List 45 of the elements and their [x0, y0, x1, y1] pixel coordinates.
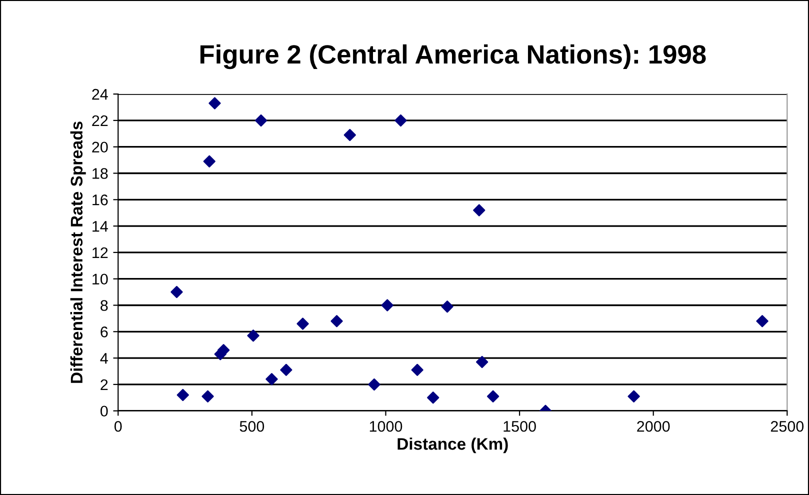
x-tick-label: 2500	[770, 420, 804, 432]
x-tick-label: 1500	[504, 420, 536, 432]
point	[441, 300, 454, 313]
point	[330, 315, 343, 328]
point	[411, 364, 424, 376]
y-tick-label: 6	[100, 326, 108, 338]
x-axis-title: Distance (Km)	[398, 438, 508, 454]
point	[368, 378, 380, 391]
x-tick-label: 2000	[637, 420, 670, 432]
x-tick-label: 1000	[370, 420, 402, 432]
point	[202, 390, 214, 402]
y-tick-label: 2	[100, 379, 108, 390]
point	[208, 97, 221, 110]
y-tick-label: 8	[100, 300, 108, 311]
y-tick-label: 22	[92, 115, 108, 126]
y-tick-label: 18	[92, 168, 108, 179]
y-tick-label: 12	[92, 247, 108, 258]
point	[427, 392, 440, 404]
point	[344, 128, 356, 142]
y-tick-label: 24	[92, 88, 108, 100]
point	[381, 299, 394, 312]
x-tick-label: 0	[114, 420, 122, 432]
point	[486, 390, 500, 402]
point	[628, 390, 640, 402]
point	[176, 388, 189, 402]
y-tick-label: 14	[92, 221, 108, 232]
y-tick-label: 10	[92, 274, 108, 285]
y-tick-label: 16	[92, 194, 108, 206]
chart-title: Figure 2 (Central America Nations): 1998	[200, 44, 706, 70]
y-axis-title: Differential Interest Rate Spreads	[70, 122, 86, 383]
point	[247, 330, 260, 342]
point	[296, 318, 309, 330]
y-tick-label: 20	[92, 142, 108, 153]
point	[266, 373, 278, 386]
point	[473, 204, 486, 216]
point	[476, 356, 488, 368]
y-tick-label: 0	[100, 406, 108, 417]
point	[254, 114, 268, 127]
y-tick-label: 4	[100, 353, 108, 364]
x-tick-label: 500	[240, 420, 264, 432]
point	[394, 114, 407, 127]
point	[280, 364, 292, 376]
point	[203, 155, 216, 168]
point	[756, 315, 768, 328]
point	[170, 286, 183, 298]
